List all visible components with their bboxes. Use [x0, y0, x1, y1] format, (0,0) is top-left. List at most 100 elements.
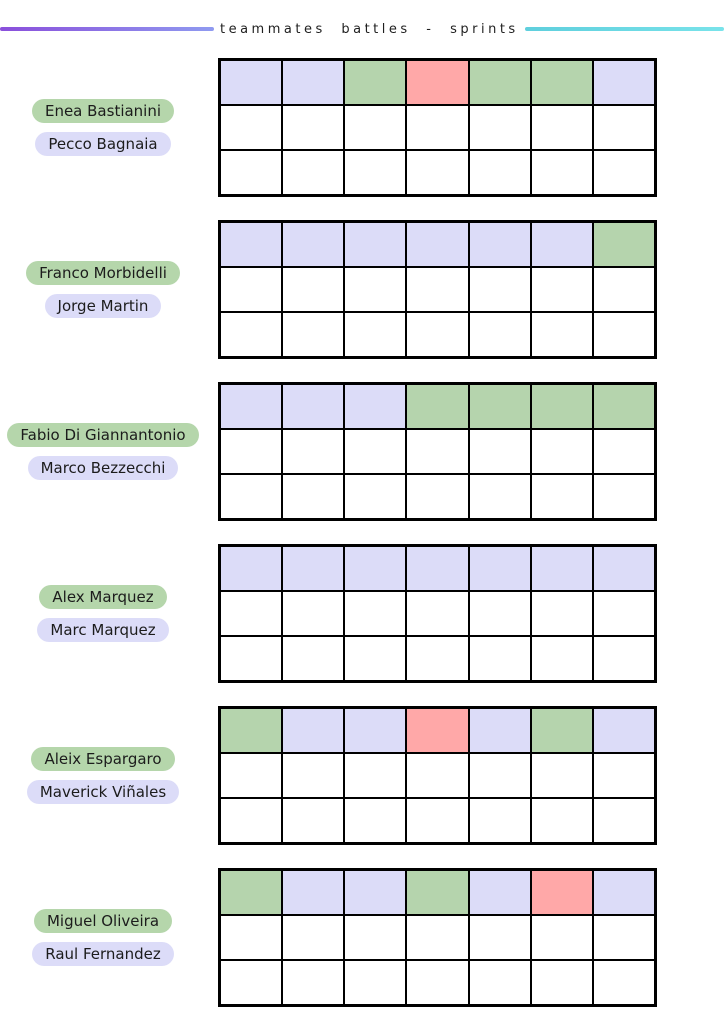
battles-container: Enea Bastianini Pecco Bagnaia Franco Mor…	[0, 57, 724, 1007]
grid-cell	[283, 915, 344, 959]
grid-cell	[407, 591, 468, 635]
grid-cell	[221, 546, 282, 590]
grid-cell	[221, 798, 282, 842]
grid-cell	[283, 105, 344, 149]
grid-cell	[345, 636, 406, 680]
rider-green-label: Fabio Di Giannantonio	[7, 422, 199, 447]
grid-cell	[593, 312, 654, 356]
rider-labels: Franco Morbidelli Jorge Martin	[0, 260, 218, 318]
rider-green-label: Franco Morbidelli	[26, 260, 180, 285]
grid-cell	[283, 708, 344, 752]
grid-cell	[531, 708, 592, 752]
grid-cell	[407, 915, 468, 959]
grid-cell	[531, 474, 592, 518]
grid-cell	[221, 753, 282, 797]
grid-cell	[531, 429, 592, 473]
grid-cell	[531, 546, 592, 590]
grid-cell	[345, 546, 406, 590]
grid-cell	[283, 474, 344, 518]
grid-cell	[407, 870, 468, 914]
grid-cell	[345, 150, 406, 194]
grid-cell	[221, 960, 282, 1004]
rider-purple-label: Pecco Bagnaia	[35, 131, 171, 156]
battle-grid	[218, 867, 657, 1007]
grid-cell	[531, 384, 592, 428]
grid-cell	[469, 384, 530, 428]
battle-grid	[218, 705, 657, 845]
grid-cell	[221, 708, 282, 752]
grid-cell	[407, 960, 468, 1004]
grid-cell	[593, 591, 654, 635]
rider-labels: Aleix Espargaro Maverick Viñales	[0, 746, 218, 804]
grid-cell	[531, 591, 592, 635]
grid-cell	[469, 60, 530, 104]
grid-cell	[407, 150, 468, 194]
grid-cell	[531, 312, 592, 356]
grid-cell	[283, 960, 344, 1004]
rider-purple-label: Raul Fernandez	[32, 941, 174, 966]
battle-grid	[218, 381, 657, 521]
title-rule-left	[0, 27, 214, 31]
grid-cell	[221, 591, 282, 635]
grid-cell	[531, 960, 592, 1004]
page-title: teammates battles - sprints	[220, 21, 519, 37]
grid-cell	[221, 429, 282, 473]
grid-cell	[221, 384, 282, 428]
grid-cell	[283, 222, 344, 266]
grid-cell	[407, 708, 468, 752]
grid-cell	[469, 870, 530, 914]
grid-cell	[593, 60, 654, 104]
grid-cell	[407, 312, 468, 356]
grid-cell	[531, 753, 592, 797]
grid-cell	[283, 267, 344, 311]
grid-cell	[283, 384, 344, 428]
battle-block: Miguel Oliveira Raul Fernandez	[0, 867, 724, 1007]
rider-purple-label: Marc Marquez	[37, 617, 169, 642]
battle-block: Aleix Espargaro Maverick Viñales	[0, 705, 724, 845]
grid-cell	[593, 474, 654, 518]
grid-cell	[345, 222, 406, 266]
grid-cell	[345, 474, 406, 518]
grid-cell	[283, 753, 344, 797]
grid-cell	[593, 150, 654, 194]
grid-cell	[283, 798, 344, 842]
battle-block: Fabio Di Giannantonio Marco Bezzecchi	[0, 381, 724, 521]
grid-cell	[593, 636, 654, 680]
grid-cell	[469, 222, 530, 266]
grid-cell	[531, 915, 592, 959]
grid-cell	[469, 591, 530, 635]
grid-cell	[469, 798, 530, 842]
grid-cell	[345, 753, 406, 797]
grid-cell	[593, 429, 654, 473]
battle-grid	[218, 219, 657, 359]
battle-block: Franco Morbidelli Jorge Martin	[0, 219, 724, 359]
grid-cell	[469, 105, 530, 149]
grid-cell	[283, 636, 344, 680]
grid-cell	[345, 429, 406, 473]
grid-cell	[469, 267, 530, 311]
grid-cell	[345, 267, 406, 311]
grid-cell	[469, 150, 530, 194]
grid-cell	[345, 870, 406, 914]
grid-cell	[345, 384, 406, 428]
grid-cell	[221, 222, 282, 266]
grid-cell	[407, 546, 468, 590]
grid-cell	[593, 267, 654, 311]
grid-cell	[593, 915, 654, 959]
rider-purple-label: Jorge Martin	[44, 293, 162, 318]
grid-cell	[221, 60, 282, 104]
rider-green-label: Aleix Espargaro	[31, 746, 175, 771]
grid-cell	[345, 798, 406, 842]
grid-cell	[407, 267, 468, 311]
grid-cell	[469, 546, 530, 590]
grid-cell	[469, 915, 530, 959]
grid-cell	[469, 753, 530, 797]
rider-labels: Enea Bastianini Pecco Bagnaia	[0, 98, 218, 156]
grid-cell	[593, 222, 654, 266]
grid-cell	[593, 105, 654, 149]
grid-cell	[531, 798, 592, 842]
grid-cell	[283, 429, 344, 473]
grid-cell	[407, 753, 468, 797]
rider-green-label: Enea Bastianini	[31, 98, 175, 123]
